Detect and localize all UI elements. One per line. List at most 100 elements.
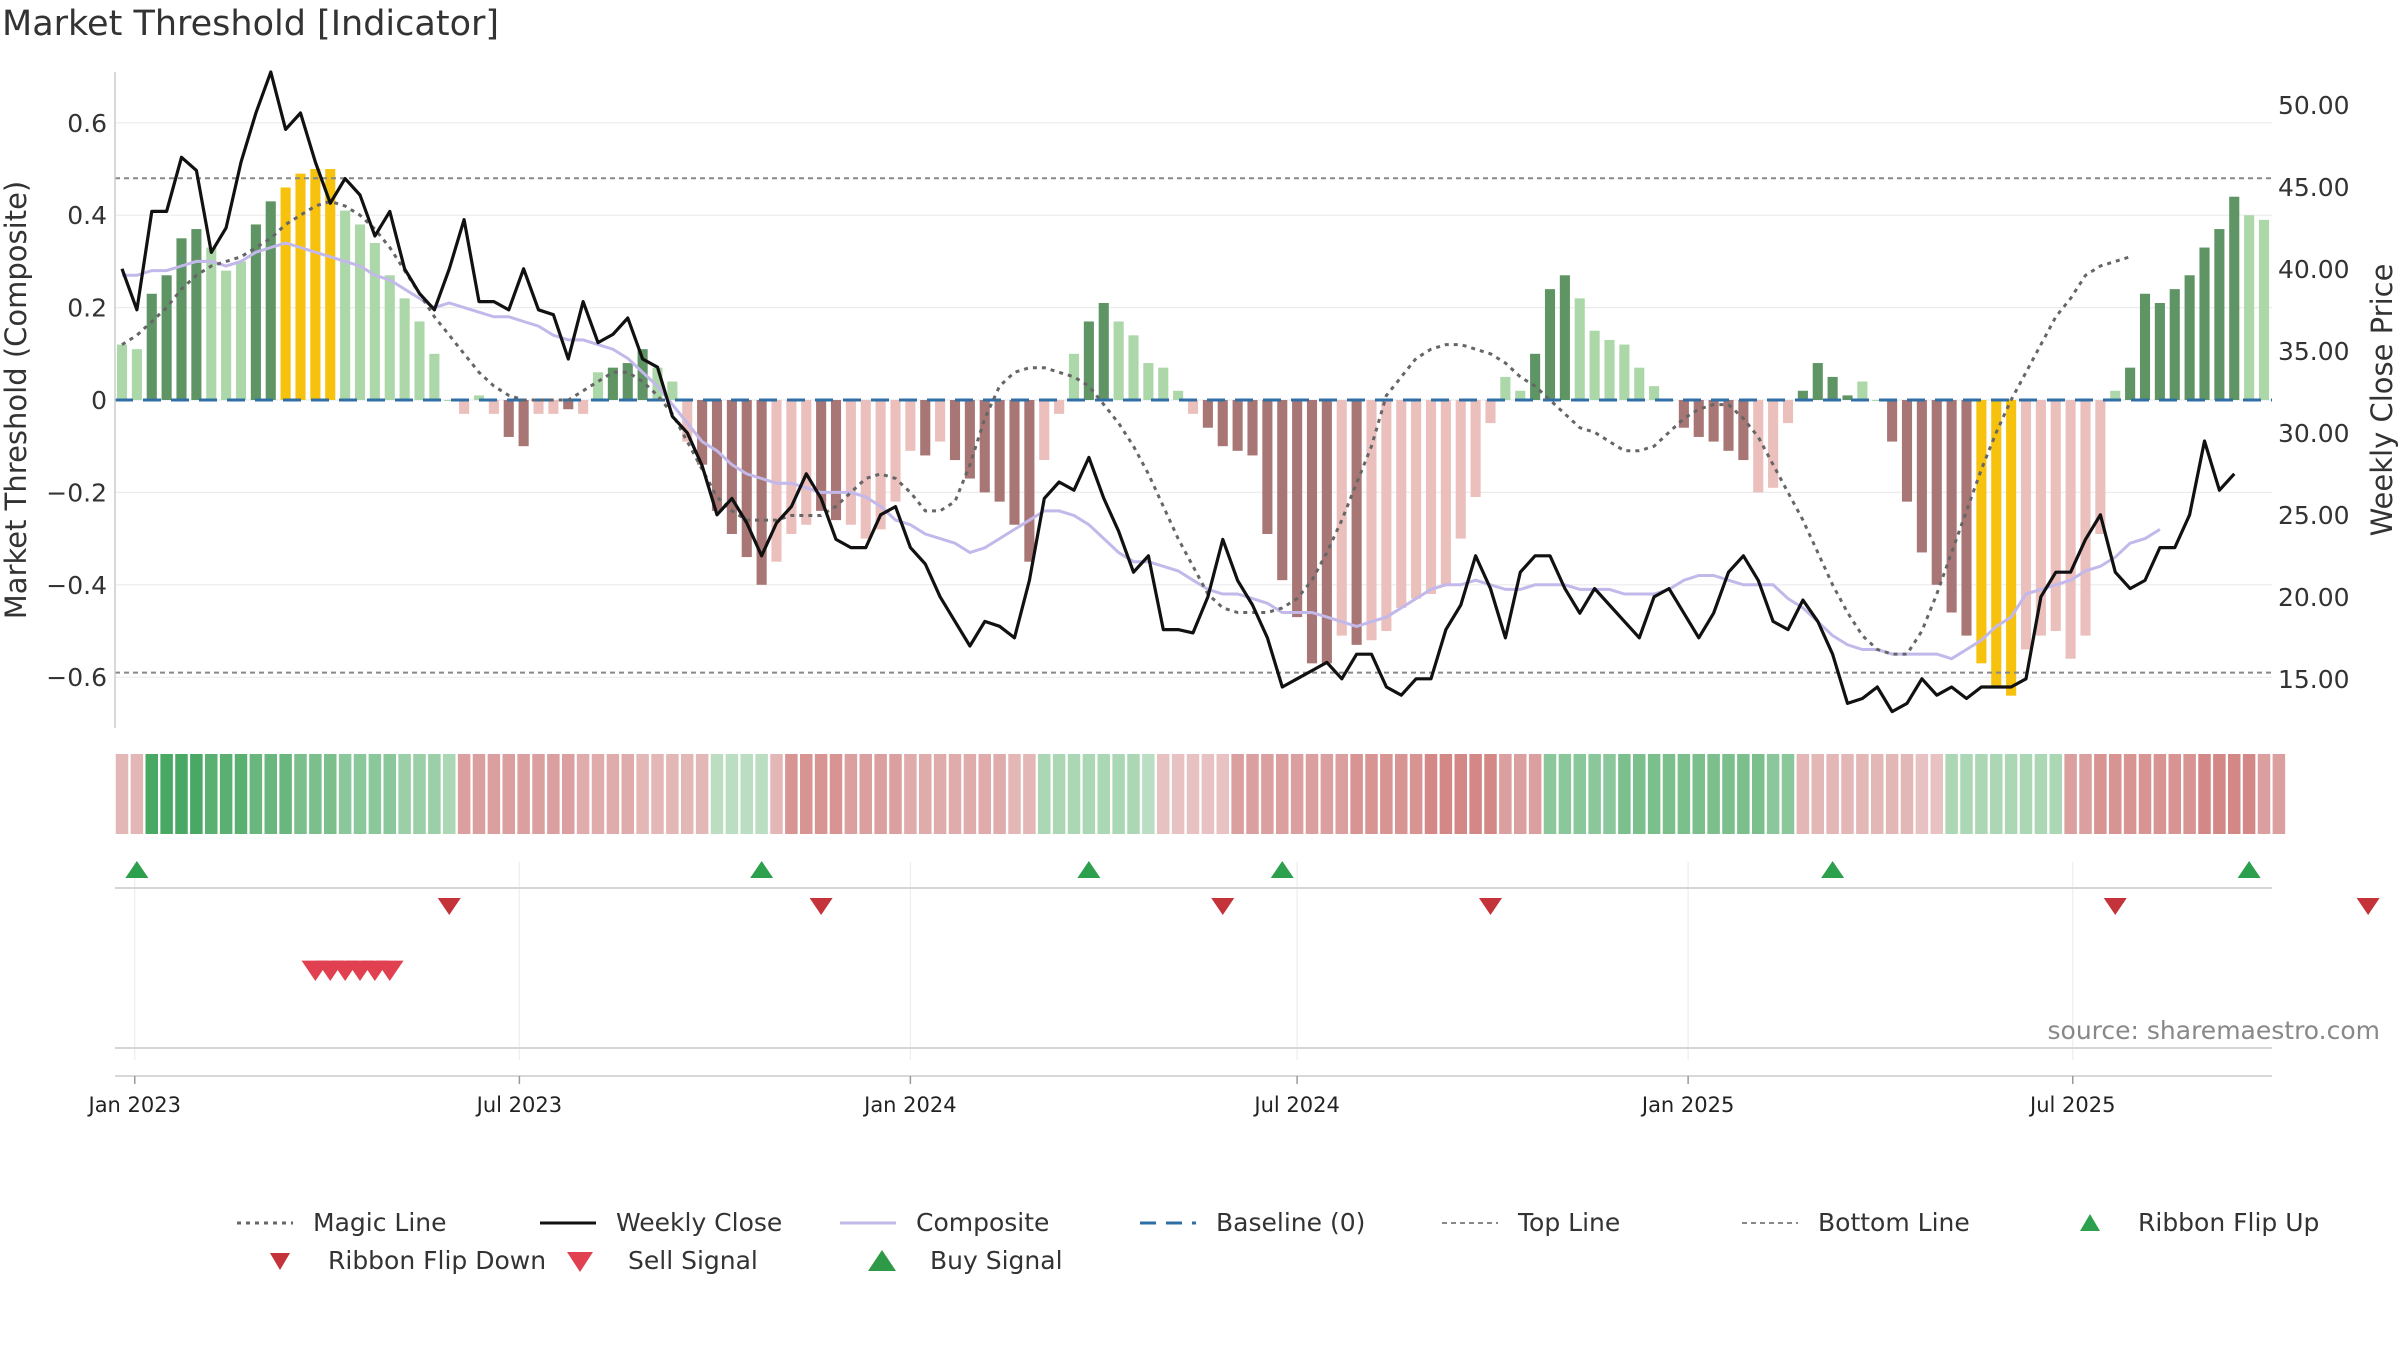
composite-bar bbox=[1009, 400, 1020, 525]
threshold-lines bbox=[115, 177, 2272, 674]
ribbon-cell bbox=[1499, 754, 1512, 834]
composite-bar bbox=[1946, 400, 1957, 613]
ribbon-cell bbox=[457, 754, 471, 834]
axes: 0.6 0.4 0.2 0 −0.2 −0.4 −0.6 50.00 45.00 40.00 35.… bbox=[0, 72, 2399, 728]
ribbon-cell bbox=[2049, 754, 2062, 834]
composite-bar bbox=[2095, 400, 2106, 534]
composite-bar bbox=[1232, 400, 1243, 451]
composite-bar bbox=[1068, 353, 1080, 400]
composite-bar bbox=[920, 400, 931, 456]
ribbon-cell bbox=[2272, 754, 2286, 834]
composite-bar bbox=[1812, 363, 1823, 400]
composite-bar bbox=[1634, 367, 1645, 400]
composite-bar bbox=[1559, 275, 1570, 400]
right-tick-label: 25.00 bbox=[2278, 501, 2350, 530]
composite-bar bbox=[1277, 400, 1288, 581]
composite-bar bbox=[1649, 386, 1660, 400]
ribbon-cell bbox=[1023, 754, 1036, 834]
ribbon-cell bbox=[681, 754, 694, 834]
composite-bar bbox=[994, 400, 1005, 502]
ribbon-cell bbox=[443, 754, 456, 834]
ribbon-flip-down-marker bbox=[437, 898, 461, 915]
composite-bar bbox=[340, 210, 351, 400]
ribbon-cell bbox=[532, 754, 545, 834]
composite-bar bbox=[1306, 400, 1318, 664]
right-tick-label: 30.00 bbox=[2278, 419, 2350, 448]
x-tick-label: Jul 2025 bbox=[2028, 1093, 2115, 1117]
ribbon-cell bbox=[324, 754, 337, 834]
ribbon-cell bbox=[1766, 754, 1780, 834]
composite-bar bbox=[414, 321, 425, 400]
composite-bar bbox=[756, 400, 767, 585]
ribbon-cell bbox=[800, 754, 813, 834]
composite-bar bbox=[860, 400, 871, 539]
ribbon-cell bbox=[502, 754, 515, 834]
ribbon-cell bbox=[1201, 754, 1215, 834]
composite-bar bbox=[1351, 400, 1362, 645]
composite-bar bbox=[354, 224, 366, 400]
composite-bar bbox=[697, 400, 708, 465]
composite-bar bbox=[2110, 390, 2121, 400]
composite-bar bbox=[191, 229, 202, 400]
ribbon-cell bbox=[1067, 754, 1081, 834]
ribbon-cell bbox=[2257, 754, 2271, 834]
ribbon-cell bbox=[1811, 754, 1824, 834]
ribbon-cell bbox=[1216, 754, 1229, 834]
series-lines bbox=[120, 70, 2236, 714]
ribbon-strip bbox=[115, 754, 2286, 834]
composite-bar bbox=[384, 275, 395, 400]
chart-canvas: 0.6 0.4 0.2 0 −0.2 −0.4 −0.6 50.00 45.00 40.00 35.… bbox=[0, 70, 2399, 1117]
ribbon-cell bbox=[1796, 754, 1810, 834]
composite-bar bbox=[1842, 395, 1853, 400]
legend-item: Sell Signal bbox=[550, 1246, 758, 1275]
composite-bar bbox=[1901, 400, 1913, 502]
ribbon-cell bbox=[2019, 754, 2033, 834]
ribbon-cell bbox=[576, 754, 590, 834]
ribbon-cell bbox=[175, 754, 188, 834]
ribbon-flip-up-marker bbox=[750, 861, 774, 878]
ribbon-cell bbox=[1990, 754, 2003, 834]
ribbon-flip-up-marker bbox=[1270, 861, 1294, 878]
left-axis-label: Market Threshold (Composite) bbox=[0, 181, 33, 619]
ribbon-cell bbox=[2109, 754, 2122, 834]
ribbon-cell bbox=[1543, 754, 1557, 834]
composite-bar bbox=[235, 261, 247, 400]
ribbon-cell bbox=[1290, 754, 1304, 834]
composite-bar bbox=[667, 381, 678, 400]
ribbon-cell bbox=[160, 754, 173, 834]
legend-label: Ribbon Flip Up bbox=[2138, 1208, 2320, 1237]
left-tick-label: −0.2 bbox=[46, 478, 107, 507]
ribbon-cell bbox=[1737, 754, 1750, 834]
composite-bar bbox=[1173, 390, 1184, 400]
composite-bar bbox=[369, 242, 380, 400]
composite-bar bbox=[1054, 400, 1065, 414]
x-tick-label: Jan 2023 bbox=[87, 1093, 182, 1117]
legend-item: Ribbon Flip Up bbox=[2060, 1208, 2319, 1237]
ribbon-cell bbox=[1558, 754, 1572, 834]
ribbon-cell bbox=[205, 754, 218, 834]
composite-bar bbox=[2184, 275, 2195, 400]
composite-bar bbox=[1500, 376, 1511, 400]
composite-bar bbox=[1604, 339, 1615, 400]
ribbon-cell bbox=[2094, 754, 2107, 834]
composite-bar bbox=[2154, 302, 2165, 400]
composite-bar bbox=[548, 400, 559, 414]
ribbon-flip-up-marker bbox=[1077, 861, 1101, 878]
ribbon-cell bbox=[1186, 754, 1200, 834]
ribbon-cell bbox=[2034, 754, 2048, 834]
ribbon-cell bbox=[1052, 754, 1066, 834]
ribbon-flip-up-marker bbox=[2237, 861, 2261, 878]
composite-bar bbox=[1217, 400, 1228, 447]
composite-bar bbox=[280, 187, 291, 400]
ribbon-cell bbox=[1752, 754, 1765, 834]
composite-bar bbox=[161, 275, 172, 400]
composite-bar bbox=[592, 372, 604, 400]
ribbon-cell bbox=[338, 754, 352, 834]
ribbon-cell bbox=[1588, 754, 1601, 834]
ribbon-cell bbox=[1157, 754, 1170, 834]
ribbon-cell bbox=[219, 754, 233, 834]
ribbon-cell bbox=[1707, 754, 1720, 834]
composite-bar bbox=[1708, 400, 1719, 442]
ribbon-cell bbox=[993, 754, 1006, 834]
composite-bar bbox=[503, 400, 514, 437]
